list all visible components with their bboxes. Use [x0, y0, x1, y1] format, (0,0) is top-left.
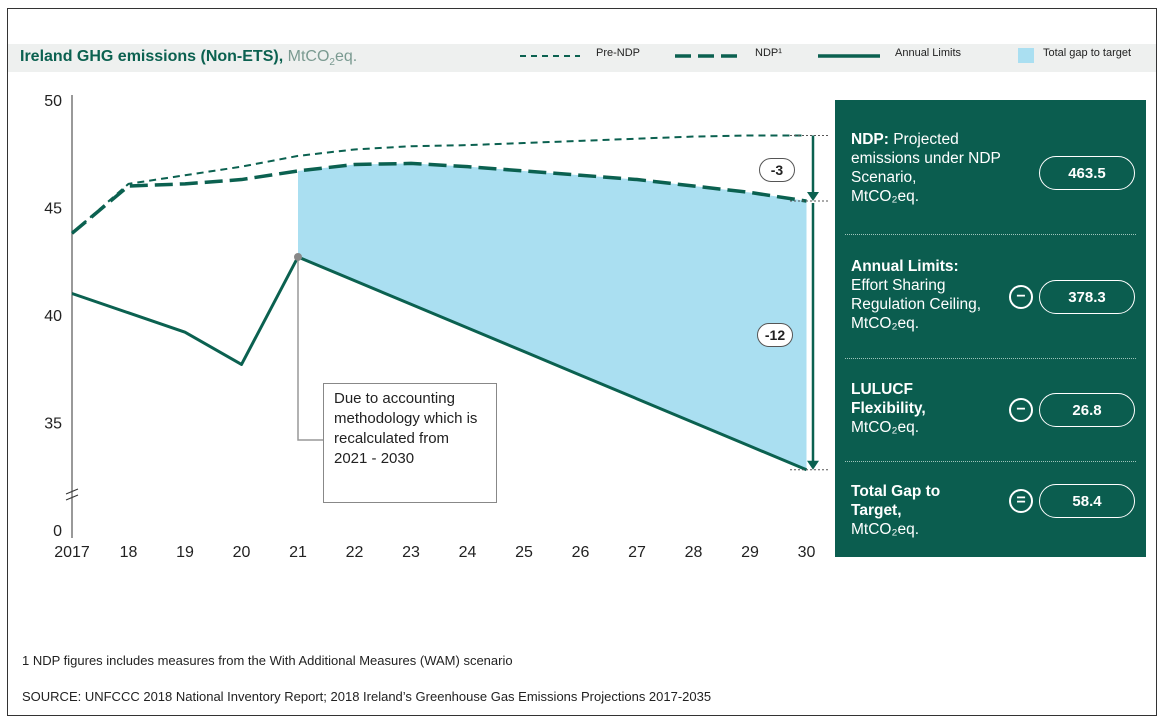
footnote-source: SOURCE: UNFCCC 2018 National Inventory R…: [22, 689, 712, 704]
legend-label-annual-limits: Annual Limits: [895, 47, 962, 59]
panel-divider: [845, 461, 1136, 462]
legend-label-ndp: NDP¹: [755, 47, 782, 59]
panel-gap-bold: Total Gap to Target,: [851, 483, 941, 519]
chart-title: Ireland GHG emissions (Non-ETS), MtCO2eq…: [20, 48, 357, 68]
gap-arrowhead-total: [807, 460, 819, 470]
x-tick-label: 20: [233, 544, 251, 561]
panel-divider: [845, 234, 1136, 235]
x-tick-label: 29: [741, 544, 759, 561]
gap-arrowhead-ndp: [807, 192, 819, 202]
series-line-pre-ndp: [71, 134, 807, 235]
panel-section-total-gap: Total Gap to Target, MtCO₂eq.: [851, 482, 971, 539]
x-tick-label: 26: [572, 544, 590, 561]
gap-label-ndp: -3: [759, 158, 795, 182]
equals-icon: =: [1009, 489, 1033, 513]
panel-lulucf-bold: LULUCF Flexibility,: [851, 381, 926, 417]
panel-section-annual-limits: Annual Limits: Effort Sharing Regulation…: [851, 257, 1011, 333]
panel-ndp-value: 463.5: [1039, 156, 1135, 190]
gap-label-total: -12: [757, 323, 793, 347]
annotation-leader: [297, 256, 323, 441]
legend-label-pre-ndp: Pre-NDP: [596, 47, 641, 59]
x-tick-label: 23: [402, 544, 420, 561]
y-tick-label: 50: [44, 93, 62, 110]
annotation-point: [294, 252, 302, 261]
panel-limits-value: 378.3: [1039, 280, 1135, 314]
footnote-ndp: 1 NDP figures includes measures from the…: [22, 653, 513, 668]
figure-frame: [7, 8, 1157, 716]
panel-divider: [845, 358, 1136, 359]
panel-section-lulucf: LULUCF Flexibility, MtCO₂eq.: [851, 380, 971, 437]
y-tick-label: 35: [44, 416, 62, 433]
series-line-ndp: [70, 161, 807, 235]
x-tick-label: 25: [515, 544, 533, 561]
panel-gap-unit: MtCO₂eq.: [851, 521, 920, 538]
legend-label-gap: Total gap to target: [1043, 47, 1132, 59]
panel-lulucf-unit: MtCO₂eq.: [851, 419, 920, 436]
panel-ndp-unit: MtCO₂eq.: [851, 188, 920, 205]
y-tick-label: 0: [53, 523, 62, 540]
panel-lulucf-value: 26.8: [1039, 393, 1135, 427]
panel-limits-unit: MtCO₂eq.: [851, 315, 920, 332]
x-tick-label: 24: [459, 544, 477, 561]
x-tick-label: 18: [120, 544, 138, 561]
chart-title-unit: MtCO2eq.: [287, 48, 358, 69]
chart-plot: 0 35 40 45 50 2017 18 19 20 21 22 23 24 25 26 27 28 29 30: [44, 93, 830, 561]
x-tick-label: 28: [685, 544, 703, 561]
header-band: [8, 44, 1156, 72]
panel-gap-value: 58.4: [1039, 484, 1135, 518]
x-tick-label: 27: [628, 544, 646, 561]
panel-limits-text: Effort Sharing Regulation Ceiling,: [851, 277, 982, 313]
minus-icon: −: [1009, 285, 1033, 309]
legend-swatch-gap: [1018, 48, 1034, 63]
series-line-annual-limits: [71, 255, 808, 472]
chart-title-main: Ireland GHG emissions (Non-ETS),: [20, 48, 284, 65]
panel-limits-bold: Annual Limits:: [851, 258, 959, 275]
legend-swatch-pre-ndp: [520, 55, 580, 57]
x-tick-label: 19: [176, 544, 194, 561]
x-tick-label: 22: [346, 544, 364, 561]
y-axis-break-mark: [65, 494, 79, 501]
panel-ndp-bold: NDP:: [851, 131, 889, 148]
panel-ndp-text: Projected emissions under NDP Scenario,: [851, 131, 1001, 186]
y-tick-label: 40: [44, 308, 62, 325]
x-tick-label: 30: [798, 544, 816, 561]
summary-panel: NDP: Projected emissions under NDP Scena…: [835, 100, 1146, 557]
y-tick-label: 45: [44, 201, 62, 218]
legend-swatch-ndp: [675, 54, 740, 58]
minus-icon: −: [1009, 398, 1033, 422]
y-axis-break-mark: [65, 488, 79, 495]
annotation-note: Due to accounting methodology which is r…: [323, 383, 497, 503]
x-tick-label: 2017: [54, 544, 90, 561]
x-tick-label: 21: [289, 544, 307, 561]
legend-swatch-annual-limits: [818, 54, 880, 58]
panel-section-ndp: NDP: Projected emissions under NDP Scena…: [851, 130, 1011, 206]
gap-area: [298, 163, 807, 470]
